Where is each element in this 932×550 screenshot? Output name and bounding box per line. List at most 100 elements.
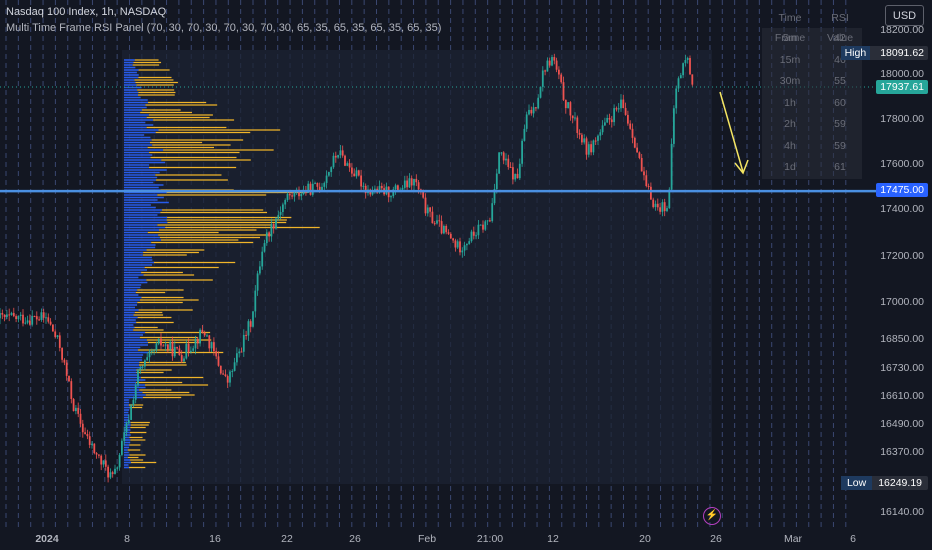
low-label-text: Low: [840, 476, 873, 490]
candle-body: [56, 335, 59, 337]
arrow-shaft[interactable]: [719, 91, 744, 173]
candle-body: [178, 348, 181, 356]
candle-body: [114, 468, 116, 474]
y-tick-label: 16490.00: [880, 418, 924, 430]
y-tick-label: 16850.00: [880, 333, 924, 345]
candle-body: [0, 313, 1, 319]
candle-body: [157, 338, 160, 344]
candle-body: [551, 57, 553, 66]
candle-body: [604, 122, 606, 126]
rsi-row-timeframe: 2h: [784, 118, 796, 130]
candle-body: [118, 454, 121, 468]
candle-body: [590, 144, 592, 153]
lightning-icon[interactable]: ⚡: [703, 507, 721, 525]
y-tick-label: 17600.00: [880, 158, 924, 170]
rsi-row-timeframe: 15m: [779, 53, 801, 66]
candle-body: [224, 374, 227, 377]
candle-body: [532, 107, 535, 114]
candle-body: [555, 60, 558, 70]
candle-body: [482, 224, 484, 230]
candle-body: [300, 194, 303, 197]
candle-body: [668, 189, 671, 209]
high-label-text: High: [840, 46, 871, 60]
candle-body: [571, 115, 574, 119]
candle-body: [479, 224, 482, 226]
candle-body: [49, 321, 52, 325]
annotation-arrow: [719, 91, 749, 175]
candle-body: [17, 315, 20, 320]
candle-body: [314, 182, 316, 184]
high-label-value: 18091.62: [880, 47, 924, 59]
candle-body: [10, 312, 13, 315]
candle-body: [454, 240, 457, 248]
candle-body: [187, 343, 190, 352]
candle-body: [684, 60, 687, 64]
candle-body: [217, 356, 220, 366]
candle-body: [1, 313, 4, 315]
candle-body: [622, 99, 625, 109]
candle-body: [309, 183, 312, 195]
indicator-legend[interactable]: Multi Time Frame RSI Panel (70, 30, 70, …: [6, 22, 442, 34]
rsi-row-value: 55: [834, 75, 846, 87]
candle-body: [162, 345, 165, 347]
y-tick-label: 17400.00: [880, 203, 924, 215]
candle-body: [484, 221, 487, 230]
candle-body: [95, 453, 98, 455]
candle-body: [127, 419, 130, 424]
candle-body: [537, 97, 540, 109]
candle-body: [585, 138, 588, 155]
candle-body: [431, 211, 434, 224]
candle-body: [502, 152, 505, 161]
candle-body: [486, 220, 489, 222]
candle-body: [77, 407, 80, 414]
candle-body: [6, 314, 8, 317]
candle-body: [45, 317, 47, 319]
candle-body: [100, 455, 103, 465]
candle-body: [318, 186, 321, 191]
candle-body: [208, 335, 211, 349]
candle-body: [231, 370, 234, 372]
candle-body: [429, 207, 431, 212]
candle-body: [652, 199, 655, 208]
candle-body: [670, 143, 673, 190]
candle-body: [663, 202, 666, 212]
candle-body: [277, 214, 280, 219]
candle-body: [275, 218, 277, 229]
candle-body: [578, 132, 581, 135]
candle-body: [562, 82, 565, 100]
y-tick-label: 17000.00: [880, 296, 924, 308]
candle-body: [109, 472, 112, 478]
x-tick-label: 26: [349, 533, 361, 545]
candle-body: [459, 241, 461, 253]
candle-body: [601, 125, 604, 133]
arrow-head[interactable]: [734, 159, 749, 175]
candle-body: [443, 225, 445, 234]
candle-body: [144, 360, 146, 367]
candle-body: [160, 338, 162, 346]
candle-body: [26, 320, 29, 323]
candle-body: [86, 434, 89, 437]
candle-body: [677, 78, 680, 89]
candle-body: [463, 245, 466, 251]
candle-body: [176, 346, 178, 349]
candle-body: [353, 173, 356, 177]
candle-body: [500, 152, 503, 154]
candle-body: [238, 351, 241, 354]
candle-body: [615, 108, 618, 110]
candle-body: [344, 155, 346, 166]
candle-body: [29, 320, 31, 325]
candle-body: [597, 135, 599, 141]
currency-button[interactable]: USD: [885, 5, 924, 26]
candle-body: [68, 375, 70, 382]
candle-body: [610, 119, 613, 123]
candle-body: [548, 60, 551, 66]
candle-body: [88, 436, 91, 445]
candle-body: [362, 185, 365, 187]
candle-body: [539, 86, 542, 98]
candle-body: [65, 362, 68, 376]
candle-body: [661, 202, 664, 212]
candle-body: [617, 108, 620, 110]
candle-body: [433, 223, 436, 225]
candle-body: [291, 195, 293, 197]
